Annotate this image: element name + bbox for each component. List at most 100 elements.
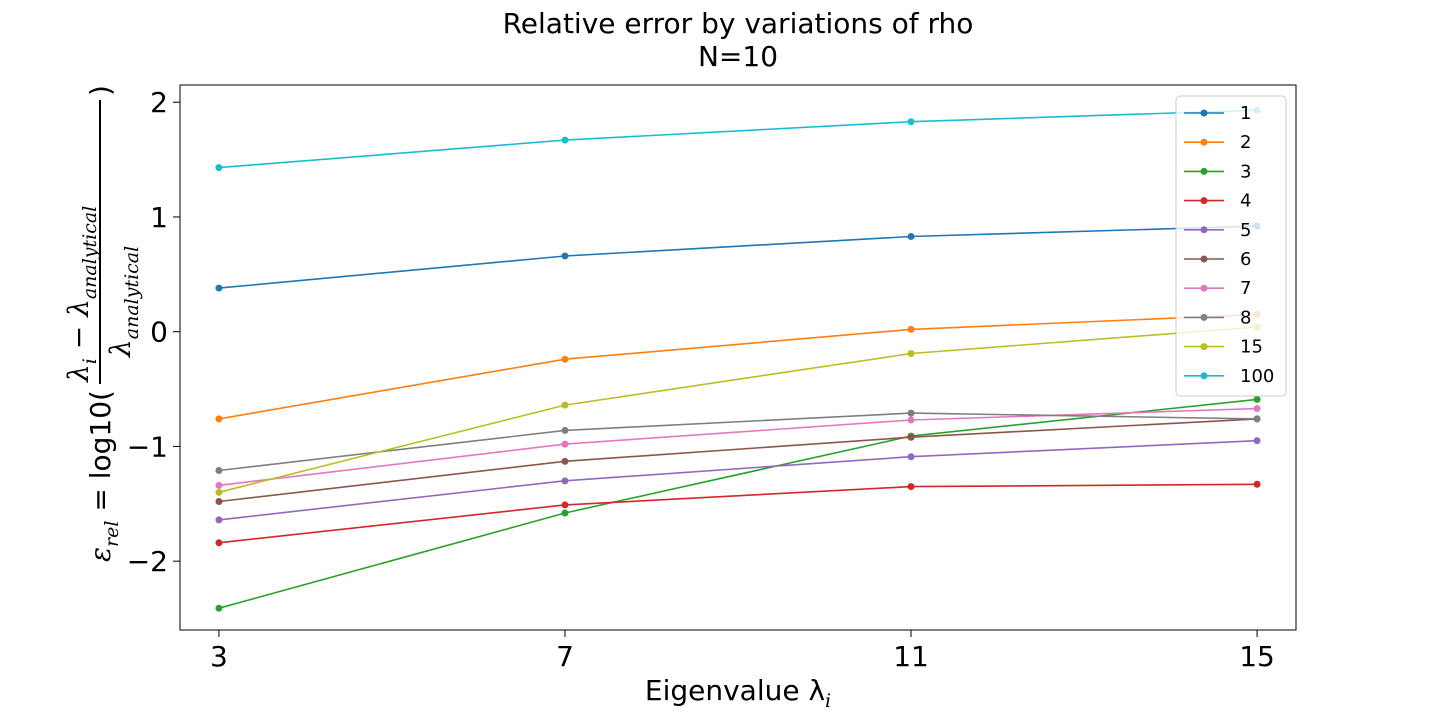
- y-label-num-lambda: λ: [62, 364, 95, 383]
- legend-marker: [1200, 226, 1208, 234]
- legend-entry: 4: [1184, 191, 1251, 212]
- data-point: [907, 453, 915, 461]
- axes-frame: [179, 84, 1297, 631]
- data-point: [907, 433, 915, 441]
- legend-label: 5: [1240, 220, 1251, 241]
- series-15: [215, 323, 1261, 496]
- y-axis-label-numerator: λi − λanalytical: [62, 206, 101, 383]
- legend-marker: [1200, 197, 1208, 205]
- series-line: [218, 326, 1258, 494]
- x-axis-label-subscript: i: [825, 690, 831, 712]
- data-point: [561, 501, 569, 509]
- series-line: [218, 109, 1258, 169]
- data-point: [561, 355, 569, 363]
- data-point: [907, 409, 915, 417]
- series-line: [218, 225, 1258, 289]
- series-line: [218, 398, 1258, 609]
- data-point: [907, 325, 915, 333]
- legend-entry: 6: [1184, 249, 1251, 270]
- x-axis-label-text: Eigenvalue λ: [645, 674, 825, 707]
- legend-entry: 5: [1184, 220, 1251, 241]
- data-point: [215, 415, 223, 423]
- data-point: [561, 136, 569, 144]
- data-point: [1253, 480, 1261, 488]
- y-axis-label-close: ): [84, 85, 117, 96]
- y-axis-label: εrel = log10( λi − λanalytical λanalytic…: [62, 85, 143, 562]
- x-tick-label: 3: [210, 640, 228, 673]
- legend-box: [1175, 95, 1287, 397]
- legend-marker: [1200, 167, 1208, 175]
- series-line: [218, 412, 1258, 472]
- legend-entry: 1: [1184, 103, 1251, 124]
- legend-marker: [1200, 343, 1208, 351]
- series-4: [215, 480, 1261, 547]
- x-axis-label: Eigenvalue λi: [645, 674, 831, 712]
- data-point: [907, 483, 915, 491]
- legend-label: 7: [1240, 278, 1251, 299]
- y-label-num-sub2: analytical: [79, 206, 101, 299]
- legend-label: 15: [1240, 337, 1263, 358]
- legend-entry: 3: [1184, 161, 1251, 182]
- series-8: [215, 409, 1261, 475]
- data-point: [561, 440, 569, 448]
- data-point: [215, 481, 223, 489]
- y-tick-label: 1: [150, 201, 168, 234]
- data-point: [215, 284, 223, 292]
- legend-label: 100: [1240, 366, 1274, 387]
- y-axis-label-denominator: λanalytical: [104, 246, 143, 358]
- data-point: [215, 467, 223, 475]
- legend-entry: 7: [1184, 278, 1251, 299]
- data-point: [561, 457, 569, 465]
- legend-label: 6: [1240, 249, 1251, 270]
- legend-marker: [1200, 284, 1208, 292]
- series-line: [218, 439, 1258, 521]
- x-tick-label: 15: [1239, 640, 1275, 673]
- legend-entry: 15: [1184, 337, 1263, 358]
- data-point: [561, 401, 569, 409]
- data-point: [1253, 415, 1261, 423]
- y-label-epsilon: ε: [84, 547, 117, 562]
- data-point: [907, 416, 915, 424]
- y-axis-label-lhs: εrel = log10(: [84, 390, 123, 562]
- legend-label: 1: [1240, 103, 1251, 124]
- data-point: [215, 497, 223, 505]
- data-point: [907, 232, 915, 240]
- y-label-num-sub: i: [79, 358, 101, 364]
- x-tick-label: 7: [556, 640, 574, 673]
- data-point: [215, 516, 223, 524]
- x-tick-label: 11: [893, 640, 929, 673]
- y-tick-label: 0: [150, 316, 168, 349]
- chart-subtitle: N=10: [698, 40, 778, 73]
- y-label-num-minus: − λ: [62, 299, 95, 358]
- series-7: [215, 405, 1261, 489]
- series-2: [215, 310, 1261, 423]
- legend-marker: [1200, 138, 1208, 146]
- series-5: [215, 437, 1261, 524]
- y-label-den-sub: analytical: [121, 246, 143, 339]
- series-line: [218, 483, 1258, 544]
- legend-marker: [1200, 255, 1208, 263]
- data-point: [907, 118, 915, 126]
- y-tick-label: 2: [150, 86, 168, 119]
- legend: 1 2 3 4 5 6 7 8 15 100: [1175, 95, 1287, 397]
- data-point: [1253, 437, 1261, 445]
- legend-entry: 2: [1184, 132, 1251, 153]
- data-point: [561, 252, 569, 260]
- series-line: [218, 407, 1258, 487]
- data-point: [907, 349, 915, 357]
- data-point: [215, 604, 223, 612]
- series-3: [215, 395, 1261, 612]
- legend-marker: [1200, 109, 1208, 117]
- series-6: [215, 415, 1261, 505]
- data-point: [1253, 405, 1261, 413]
- legend-marker: [1200, 313, 1208, 321]
- data-point: [561, 426, 569, 434]
- legend-marker: [1200, 372, 1208, 380]
- legend-entry: 8: [1184, 307, 1251, 328]
- series-100: [215, 106, 1261, 172]
- y-label-den-lambda: λ: [104, 339, 137, 358]
- legend-label: 3: [1240, 161, 1251, 182]
- legend-label: 4: [1240, 191, 1251, 212]
